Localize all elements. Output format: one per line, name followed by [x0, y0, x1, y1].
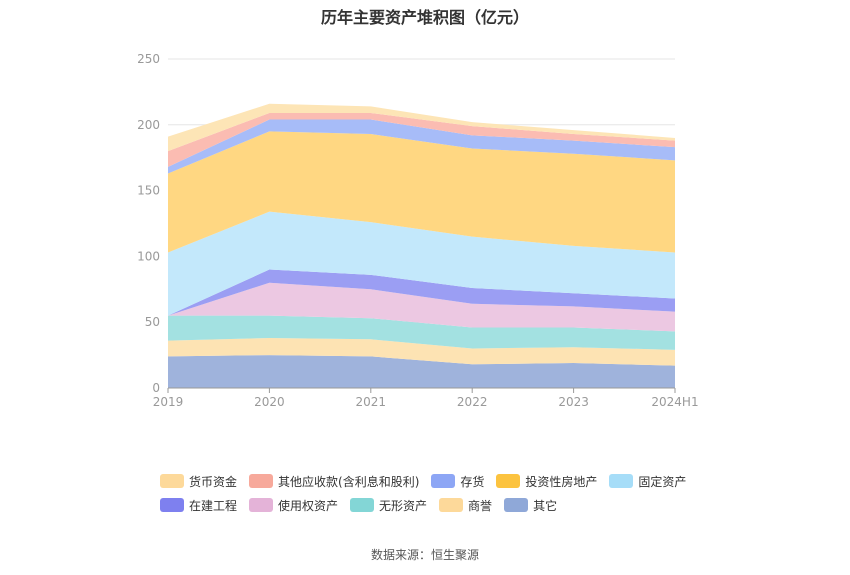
legend-swatch [609, 474, 634, 488]
legend-label: 使用权资产 [278, 498, 339, 513]
legend-label: 存货 [460, 474, 485, 489]
legend-swatch [160, 498, 184, 512]
x-tick-label: 2024H1 [651, 395, 698, 409]
legend-item[interactable]: 在建工程 [160, 496, 237, 514]
y-tick-label: 150 [137, 184, 160, 198]
area-series [168, 337, 675, 366]
data-source: 数据来源：恒生聚源 [370, 548, 479, 562]
legend-item[interactable]: 存货 [431, 472, 484, 490]
y-tick-label: 0 [152, 381, 160, 395]
area-series [168, 131, 675, 253]
area-series [168, 315, 675, 350]
legend-label: 其它 [533, 498, 558, 513]
x-tick-label: 2022 [457, 395, 488, 409]
y-tick-label: 50 [145, 315, 160, 329]
x-tick-label: 2020 [254, 395, 285, 409]
x-tick-label: 2019 [153, 395, 184, 409]
legend-swatch [249, 498, 274, 512]
legend-label: 货币资金 [189, 474, 238, 489]
stacked-area-chart: 0 50 100 150 200 250 2019 2020 2021 2022 2023 2024H… [137, 52, 699, 409]
area-series [168, 355, 675, 388]
legend-item[interactable]: 货币资金 [160, 472, 237, 490]
y-tick-label: 100 [137, 249, 160, 263]
chart-legend: 货币资金 其他应收款(含利息和股利) 存货 投资性房地产 固定资产在建工程 使用权资产 无形… [160, 472, 720, 520]
area-series [168, 119, 675, 174]
legend-swatch [504, 498, 529, 512]
legend-item[interactable]: 其他应收款(含利息和股利) [249, 472, 419, 490]
legend-swatch [439, 498, 464, 512]
y-tick-label: 250 [137, 52, 160, 66]
legend-swatch [160, 474, 184, 488]
legend-item[interactable]: 商誉 [439, 496, 492, 514]
legend-label: 在建工程 [189, 498, 238, 513]
legend-item[interactable]: 固定资产 [609, 472, 686, 490]
legend-label: 固定资产 [638, 474, 687, 489]
legend-swatch [249, 474, 274, 488]
legend-swatch [350, 498, 375, 512]
y-tick-label: 200 [137, 118, 160, 132]
legend-item[interactable]: 无形资产 [350, 496, 427, 514]
legend-item[interactable]: 使用权资产 [249, 496, 338, 514]
legend-label: 无形资产 [379, 498, 428, 513]
x-tick-label: 2021 [356, 395, 387, 409]
area-series [168, 282, 675, 332]
legend-label: 商誉 [468, 498, 493, 513]
x-tick-label: 2023 [558, 395, 589, 409]
area-series [168, 211, 675, 316]
area-series [168, 112, 675, 167]
legend-label: 其他应收款(含利息和股利) [278, 474, 420, 489]
area-series [168, 269, 675, 316]
chart-title: 历年主要资产堆积图（亿元） [320, 8, 529, 27]
legend-item[interactable]: 其它 [504, 496, 557, 514]
legend-label: 投资性房地产 [525, 474, 598, 489]
legend-swatch [431, 474, 456, 488]
legend-swatch [496, 474, 521, 488]
legend-item[interactable]: 投资性房地产 [496, 472, 597, 490]
